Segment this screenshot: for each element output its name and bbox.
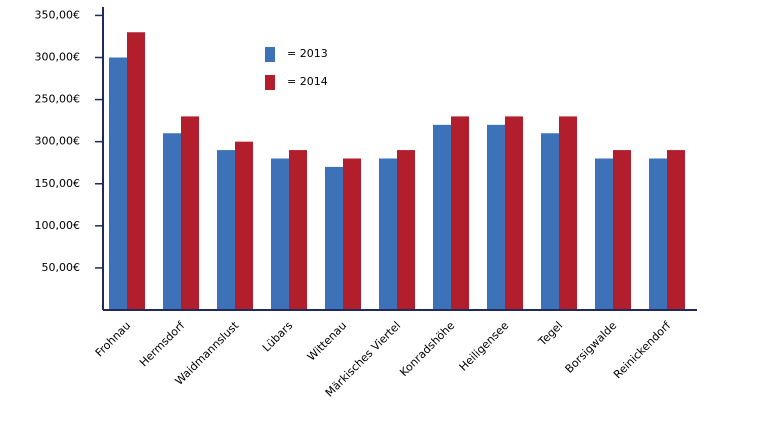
bar: [163, 133, 181, 310]
bar: [343, 158, 361, 310]
bar: [595, 158, 613, 310]
legend-swatch: [265, 47, 275, 62]
bar: [559, 116, 577, 311]
bar: [451, 116, 469, 311]
bar: [613, 150, 631, 310]
bar: [379, 158, 397, 310]
bar: [433, 124, 451, 310]
y-tick-label: 300,00€: [35, 135, 81, 148]
bar: [487, 124, 505, 310]
bar: [667, 150, 685, 310]
y-tick-label: 250,00€: [35, 93, 81, 106]
y-tick-label: 350,00€: [35, 8, 81, 21]
x-tick-label: Borsigwalde: [563, 319, 620, 376]
x-tick-label: Heiligensee: [457, 319, 512, 374]
legend-label: = 2013: [287, 47, 328, 60]
bar: [325, 166, 343, 310]
bar: [505, 116, 523, 311]
bar: [109, 57, 127, 310]
bar: [235, 141, 253, 310]
x-tick-label: Frohnau: [93, 319, 133, 359]
x-tick-label: Wittenau: [305, 319, 349, 363]
x-tick-label: Lübars: [260, 319, 295, 354]
y-tick-label: 100,00€: [35, 219, 81, 232]
bar: [541, 133, 559, 310]
bar: [397, 150, 415, 310]
x-tick-label: Tegel: [535, 319, 565, 349]
bar: [181, 116, 199, 311]
legend-label: = 2014: [287, 75, 328, 88]
bar: [127, 32, 145, 310]
bar: [649, 158, 667, 310]
y-tick-label: 50,00€: [42, 261, 81, 274]
bar: [289, 150, 307, 310]
y-tick-label: 300,00€: [35, 51, 81, 64]
bar: [217, 150, 235, 310]
x-tick-label: Konradshöhe: [397, 319, 457, 379]
legend-swatch: [265, 75, 275, 90]
y-tick-label: 150,00€: [35, 177, 81, 190]
x-tick-label: Hermsdorf: [137, 318, 188, 369]
x-tick-label: Reinickendorf: [611, 318, 674, 381]
bar: [271, 158, 289, 310]
